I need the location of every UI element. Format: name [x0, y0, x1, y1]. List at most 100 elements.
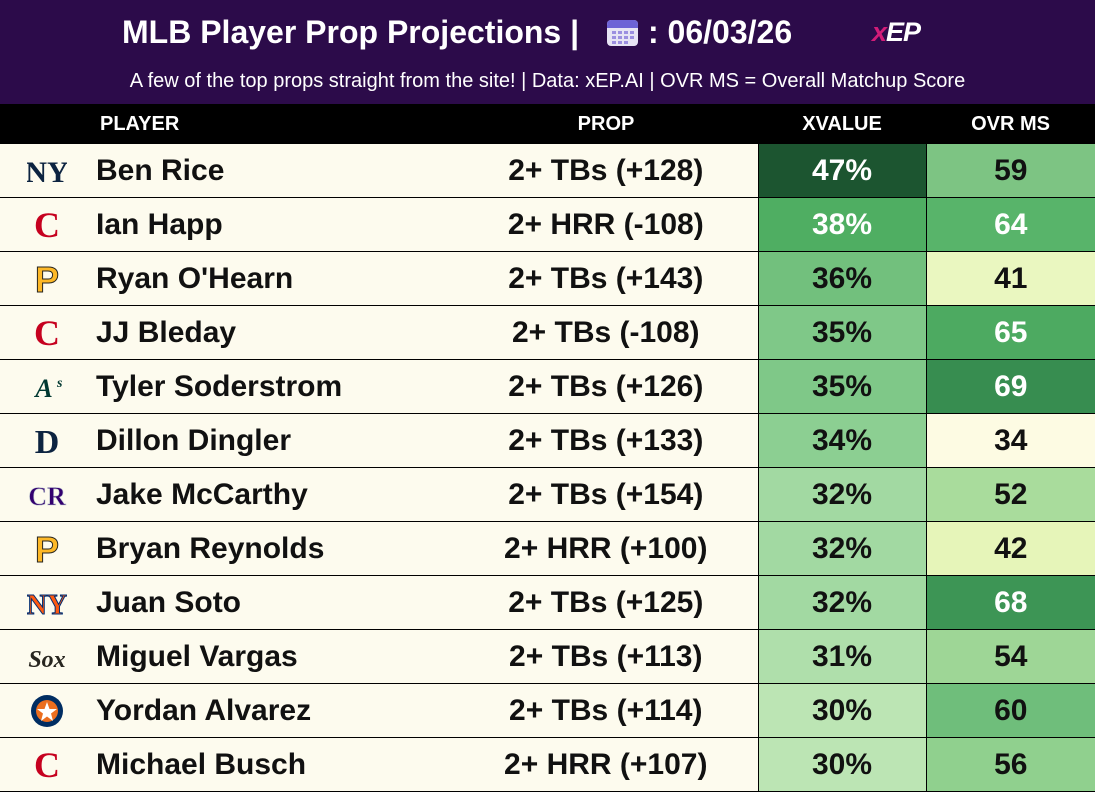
column-header-player: PLAYER — [0, 104, 455, 144]
xvalue-cell: 35% — [757, 359, 927, 414]
svg-text:A: A — [33, 374, 52, 403]
table-row: D Dillon Dingler 2+ TBs (+133) 34% 34 — [0, 413, 1095, 468]
prop-line: 2+ TBs (+143) — [454, 251, 759, 306]
team-logo-cell: P — [0, 521, 94, 576]
team-logo-cell: C — [0, 737, 94, 792]
svg-text:CR: CR — [28, 482, 66, 511]
player-name: Ian Happ — [94, 197, 455, 252]
mets-logo-icon: NY — [27, 589, 67, 621]
team-logo-cell — [0, 683, 94, 738]
ovr-ms-cell: 69 — [925, 359, 1095, 414]
xvalue-cell: 30% — [757, 737, 927, 792]
team-logo-cell: NY — [0, 144, 94, 198]
page-subtitle: A few of the top props straight from the… — [129, 70, 966, 92]
svg-text:C: C — [34, 745, 60, 785]
team-logo-cell: C — [0, 305, 94, 360]
table-row: CR Jake McCarthy 2+ TBs (+154) 32% 52 — [0, 467, 1095, 522]
ovr-ms-cell: 52 — [925, 467, 1095, 522]
player-name: Jake McCarthy — [94, 467, 455, 522]
white-sox-logo-icon: Sox — [28, 647, 65, 673]
table-row: P Ryan O'Hearn 2+ TBs (+143) 36% 41 — [0, 251, 1095, 306]
player-name: Ben Rice — [94, 144, 455, 198]
prop-line: 2+ TBs (+128) — [454, 144, 759, 198]
table-row: C Ian Happ 2+ HRR (-108) 38% 64 — [0, 197, 1095, 252]
player-name: Tyler Soderstrom — [94, 359, 455, 414]
team-logo-cell: NY — [0, 575, 94, 630]
team-logo-cell: CR — [0, 467, 94, 522]
table-row: Yordan Alvarez 2+ TBs (+114) 30% 60 — [0, 683, 1095, 738]
player-name: JJ Bleday — [94, 305, 455, 360]
xvalue-cell: 35% — [757, 305, 927, 360]
xvalue-cell: 30% — [757, 683, 927, 738]
xvalue-cell: 32% — [757, 521, 927, 576]
column-header-ovr-ms: OVR MS — [926, 104, 1095, 144]
prop-line: 2+ TBs (-108) — [454, 305, 759, 360]
prop-line: 2+ TBs (+126) — [454, 359, 759, 414]
report-date: : 06/03/26 — [648, 14, 793, 50]
team-logo-cell: Sox — [0, 629, 94, 684]
ovr-ms-cell: 64 — [925, 197, 1095, 252]
prop-line: 2+ TBs (+113) — [454, 629, 759, 684]
ovr-ms-cell: 65 — [925, 305, 1095, 360]
brand-logo: xEP — [872, 17, 921, 47]
prop-line: 2+ HRR (-108) — [454, 197, 759, 252]
column-header-xvalue: XVALUE — [758, 104, 927, 144]
ovr-ms-cell: 54 — [925, 629, 1095, 684]
player-name: Juan Soto — [94, 575, 455, 630]
team-logo-cell: P — [0, 251, 94, 306]
svg-text:P: P — [35, 259, 59, 299]
svg-text:D: D — [35, 424, 60, 461]
ovr-ms-cell: 34 — [925, 413, 1095, 468]
ovr-ms-cell: 41 — [925, 251, 1095, 306]
ovr-ms-cell: 60 — [925, 683, 1095, 738]
prop-line: 2+ TBs (+133) — [454, 413, 759, 468]
ovr-ms-cell: 68 — [925, 575, 1095, 630]
prop-line: 2+ TBs (+125) — [454, 575, 759, 630]
svg-text:NY: NY — [27, 590, 67, 621]
yankees-logo-icon: NY — [27, 156, 67, 189]
svg-text:C: C — [34, 313, 60, 353]
pirates-logo-icon: P — [34, 529, 59, 569]
column-header-prop: PROP — [454, 104, 759, 144]
xvalue-cell: 34% — [757, 413, 927, 468]
table-row: C Michael Busch 2+ HRR (+107) 30% 56 — [0, 737, 1095, 792]
svg-text:P: P — [35, 529, 59, 569]
astros-logo-icon — [31, 694, 63, 727]
pirates-logo-icon: P — [34, 259, 59, 299]
team-logo-cell: D — [0, 413, 94, 468]
xvalue-cell: 36% — [757, 251, 927, 306]
xvalue-cell: 38% — [757, 197, 927, 252]
props-table: PLAYER PROP XVALUE OVR MS NY Ben Rice 2+ T… — [0, 104, 1095, 792]
rockies-logo-icon: CR — [28, 481, 66, 511]
svg-text:NY: NY — [27, 156, 67, 189]
svg-text:Sox: Sox — [28, 647, 65, 673]
player-name: Bryan Reynolds — [94, 521, 455, 576]
table-row: NY Ben Rice 2+ TBs (+128) 47% 59 — [0, 144, 1095, 198]
player-name: Dillon Dingler — [94, 413, 455, 468]
header-banner: MLB Player Prop Projections | : 06/03/26… — [0, 0, 1095, 104]
svg-text:C: C — [34, 205, 60, 245]
table-row: C JJ Bleday 2+ TBs (-108) 35% 65 — [0, 305, 1095, 360]
xvalue-cell: 32% — [757, 467, 927, 522]
team-logo-cell: C — [0, 197, 94, 252]
tigers-logo-icon: D — [35, 424, 60, 461]
prop-line: 2+ TBs (+154) — [454, 467, 759, 522]
player-name: Michael Busch — [94, 737, 455, 792]
player-name: Ryan O'Hearn — [94, 251, 455, 306]
svg-text:s: s — [56, 376, 63, 391]
ovr-ms-cell: 42 — [925, 521, 1095, 576]
ovr-ms-cell: 59 — [925, 144, 1095, 198]
table-row: P Bryan Reynolds 2+ HRR (+100) 32% 42 — [0, 521, 1095, 576]
prop-line: 2+ HRR (+100) — [454, 521, 759, 576]
xvalue-cell: 32% — [757, 575, 927, 630]
xvalue-cell: 31% — [757, 629, 927, 684]
reds-logo-icon: C — [34, 205, 60, 245]
ovr-ms-cell: 56 — [925, 737, 1095, 792]
title-row: MLB Player Prop Projections | : 06/03/26… — [0, 10, 1095, 54]
xvalue-cell: 47% — [757, 144, 927, 198]
reds-logo-icon: C — [34, 313, 60, 353]
reds-logo-icon: C — [34, 745, 60, 785]
